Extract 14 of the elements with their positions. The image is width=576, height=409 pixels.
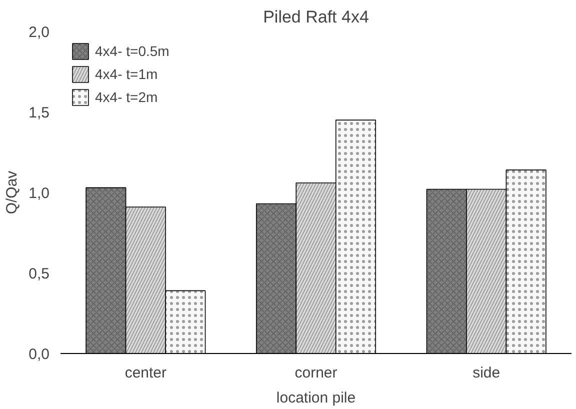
y-tick-label: 1,5 — [28, 104, 50, 122]
legend-label: 4x4- t=1m — [95, 66, 158, 82]
y-tick-label: 2,0 — [28, 24, 50, 41]
y-tick-label: 1,0 — [28, 185, 50, 202]
x-tick-label: center — [124, 364, 167, 382]
y-tick-label: 0,0 — [28, 346, 50, 363]
x-axis-title: location pile — [276, 390, 356, 406]
legend-label: 4x4- t=0.5m — [95, 43, 170, 59]
y-tick-label: 0,5 — [28, 266, 50, 282]
x-tick-label: side — [472, 364, 500, 382]
legend-label: 4x4- t=2m — [95, 89, 158, 105]
x-tick-label: corner — [294, 364, 338, 382]
y-axis-title: Q/Qav — [4, 170, 21, 214]
chart-title: Piled Raft 4x4 — [263, 8, 369, 26]
